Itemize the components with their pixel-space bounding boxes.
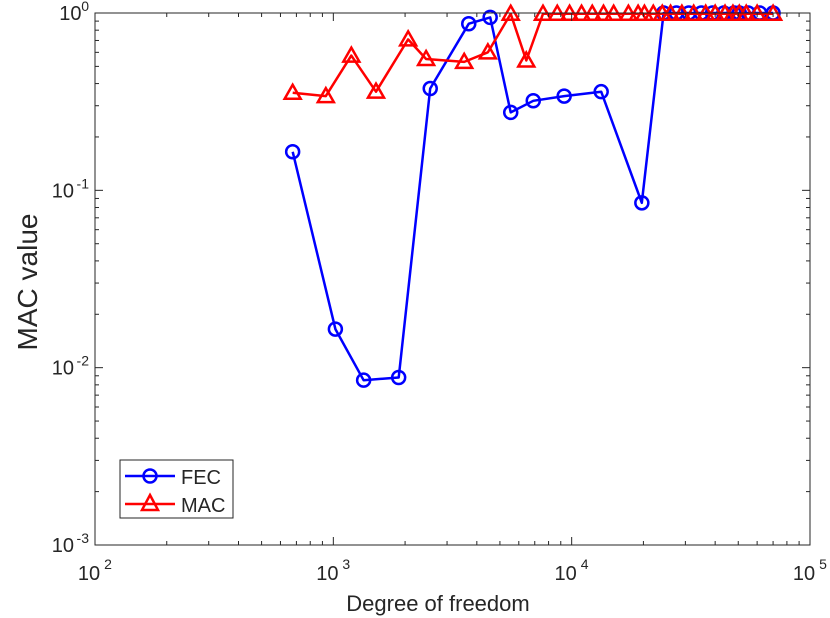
data-point-fec (390, 369, 407, 386)
data-point-fec (284, 144, 301, 160)
legend-fec-marker (142, 468, 158, 484)
data-point-fec (593, 83, 609, 100)
ticks-layer (94, 12, 811, 546)
data-point-fec (355, 372, 372, 388)
data-point-fec (461, 15, 477, 32)
data-point-mac (315, 85, 336, 104)
y-tick-label: 10 (59, 3, 81, 25)
legend: FEC MAC (119, 459, 234, 519)
data-point-fec (634, 195, 650, 211)
y-tick-label: 10 (52, 535, 74, 557)
data-point-mac (477, 41, 499, 60)
data-point-fec (556, 88, 572, 104)
series-mac (282, 3, 784, 104)
data-point-mac (365, 81, 387, 99)
series-line-mac (292, 12, 774, 98)
legend-mac-marker (139, 492, 161, 512)
data-point-fec (422, 80, 438, 97)
y-axis-label: MAC value (12, 214, 43, 351)
x-axis-label: Degree of freedom (346, 591, 529, 616)
data-point-fec (482, 9, 498, 26)
series-line-fec (291, 11, 774, 382)
data-point-fec (525, 93, 542, 109)
x-tick-label-exponent: 5 (819, 556, 827, 572)
data-point-mac (415, 48, 437, 67)
y-tick-label: 10 (52, 180, 74, 202)
data-point-mac (282, 82, 303, 101)
y-tick-label-exponent: -2 (77, 353, 90, 369)
legend-mac-label: MAC (181, 495, 225, 517)
x-tick-label-exponent: 3 (342, 556, 350, 572)
y-tick-label-exponent: -3 (77, 530, 90, 546)
x-tick-label: 10 (316, 563, 338, 585)
data-point-mac (516, 49, 537, 68)
x-tick-label-exponent: 4 (581, 556, 589, 572)
x-tick-label: 10 (78, 563, 100, 585)
x-tick-label-exponent: 2 (104, 556, 112, 572)
data-point-mac (341, 45, 362, 63)
x-tick-label: 10 (793, 563, 815, 585)
y-tick-label: 10 (52, 358, 74, 380)
legend-box (119, 459, 234, 519)
legend-fec-label: FEC (181, 467, 221, 489)
y-tick-label-exponent: -1 (77, 175, 90, 191)
data-point-mac (454, 51, 475, 70)
data-point-mac (397, 28, 419, 47)
x-tick-label: 10 (555, 563, 577, 585)
data-point-fec (327, 321, 344, 337)
axes-box (94, 12, 811, 546)
data-point-fec (502, 104, 519, 121)
y-tick-label-exponent: 0 (81, 0, 89, 14)
series-layer (282, 3, 784, 388)
